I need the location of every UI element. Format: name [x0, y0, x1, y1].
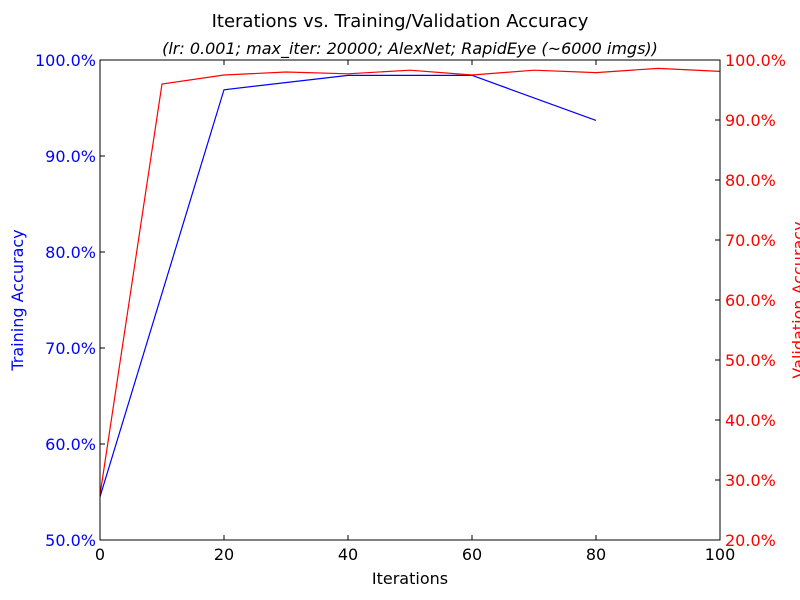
left-y-tick-label: 60.0% — [45, 435, 96, 454]
left-y-tick-label: 70.0% — [45, 339, 96, 358]
x-axis-label: Iterations — [372, 569, 448, 588]
right-y-tick-label: 90.0% — [725, 111, 776, 130]
right-y-axis: 20.0% 30.0% 40.0% 50.0% 60.0% 70.0% 80.0% 90.0%… — [715, 51, 786, 550]
left-y-tick-label: 50.0% — [45, 531, 96, 550]
left-y-tick-label: 100.0% — [35, 51, 96, 70]
chart-subtitle: (lr: 0.001; max_iter: 20000; AlexNet; Ra… — [162, 39, 658, 59]
x-tick-label: 60 — [462, 545, 482, 564]
right-y-tick-label: 70.0% — [725, 231, 776, 250]
x-tick-label: 20 — [214, 545, 234, 564]
right-y-tick-label: 50.0% — [725, 351, 776, 370]
right-y-tick-label: 40.0% — [725, 411, 776, 430]
left-y-tick-label: 90.0% — [45, 147, 96, 166]
x-tick-label: 100 — [705, 545, 736, 564]
right-y-tick-label: 60.0% — [725, 291, 776, 310]
training-accuracy-line — [99, 74, 597, 497]
chart-title: Iterations vs. Training/Validation Accur… — [212, 11, 589, 32]
right-y-tick-label: 20.0% — [725, 531, 776, 550]
validation-accuracy-line — [99, 67, 721, 496]
x-tick-label: 0 — [95, 545, 105, 564]
plot-frame — [99, 59, 721, 541]
right-y-tick-label: 30.0% — [725, 471, 776, 490]
x-tick-label: 80 — [586, 545, 606, 564]
left-y-axis-label: Training Accuracy — [8, 229, 27, 371]
plot-lines — [99, 67, 721, 497]
right-y-axis-label: Validation Accuracy — [789, 221, 800, 378]
right-y-tick-label: 100.0% — [725, 51, 786, 70]
x-axis: 0 20 40 60 80 100 — [95, 60, 735, 564]
left-y-axis: 50.0% 60.0% 70.0% 80.0% 90.0% 100.0% — [35, 51, 105, 550]
x-tick-label: 40 — [338, 545, 358, 564]
left-y-tick-label: 80.0% — [45, 243, 96, 262]
right-y-tick-label: 80.0% — [725, 171, 776, 190]
